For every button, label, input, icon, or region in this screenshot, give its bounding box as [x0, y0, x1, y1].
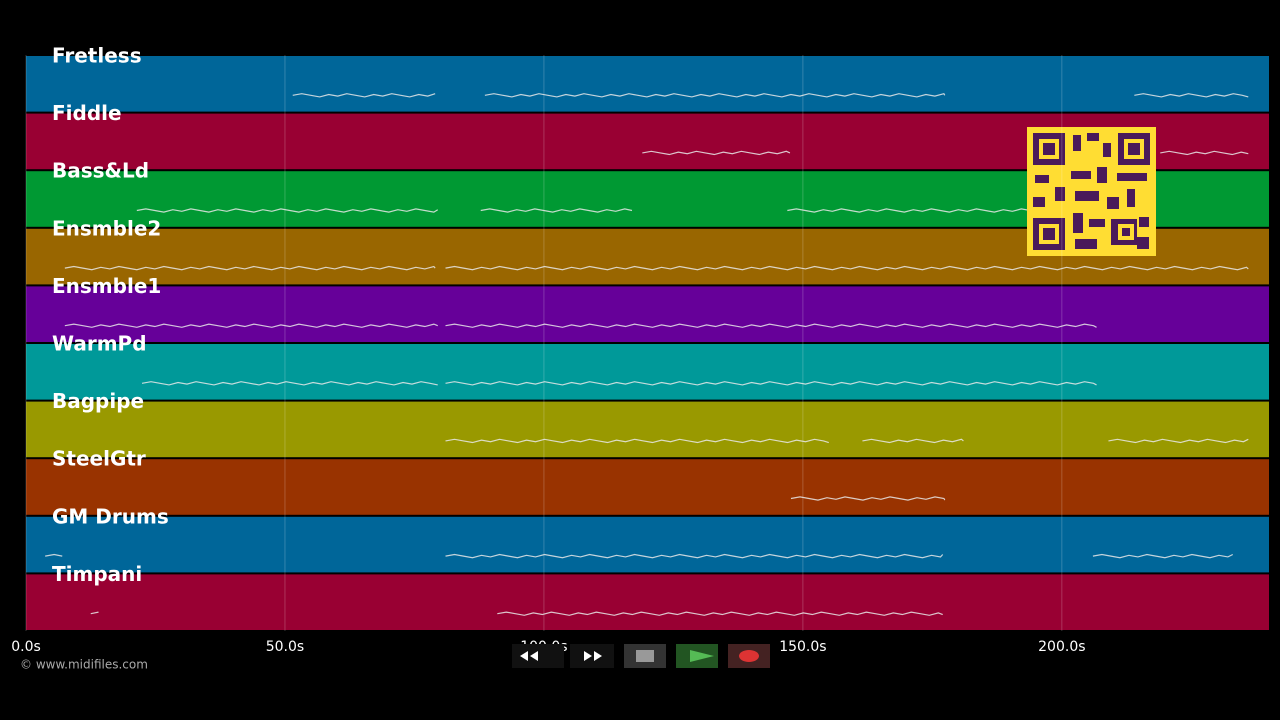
track-name: Fretless: [52, 44, 142, 68]
lane: [26, 401, 1269, 458]
x-tick-label: 50.0s: [266, 639, 304, 655]
note-run: [480, 208, 633, 213]
note-run: [787, 208, 1032, 213]
labels: Fretless Fiddle Bass&Ld Ensmble2 Ensmble1 War…: [52, 44, 169, 586]
note-run: [292, 93, 436, 98]
x-tick-label: 0.0s: [11, 639, 41, 655]
track-name: Bass&Ld: [52, 159, 149, 183]
x-tick-label: 150.0s: [779, 639, 826, 655]
track-name: WarmPd: [52, 332, 147, 356]
note-run: [64, 265, 436, 271]
note-run: [64, 323, 438, 328]
note-run: [445, 553, 944, 559]
note-run: [90, 611, 99, 615]
note-run: [445, 265, 1249, 271]
credit: © www.midifiles.com: [20, 658, 148, 672]
note-run: [642, 150, 791, 156]
track-name: GM Drums: [52, 504, 169, 528]
note-run: [45, 553, 63, 557]
note-run: [790, 496, 946, 501]
note-run: [484, 93, 946, 98]
note-run: [445, 438, 829, 444]
note-run: [141, 381, 438, 386]
x-tick-label: 200.0s: [1038, 639, 1085, 655]
track-name: SteelGtr: [52, 447, 146, 471]
track-name: Ensmble2: [52, 216, 161, 240]
qr-code: [1027, 127, 1156, 256]
lane: [26, 574, 1269, 630]
note-run: [445, 381, 1097, 386]
notes: [45, 93, 1249, 616]
lane: [26, 286, 1269, 342]
lane: [26, 459, 1269, 515]
transport-controls: [512, 644, 770, 668]
track-name: Bagpipe: [52, 389, 144, 413]
note-run: [497, 611, 943, 616]
lane: [26, 56, 1269, 112]
note-run: [862, 438, 964, 444]
note-run: [1160, 150, 1249, 156]
note-run: [1108, 438, 1249, 444]
note-run: [445, 323, 1097, 328]
note-run: [1134, 93, 1249, 98]
track-name: Timpani: [52, 562, 142, 586]
lane: [26, 344, 1269, 400]
track-name: Fiddle: [52, 101, 122, 125]
note-run: [1092, 553, 1234, 559]
track-name: Ensmble1: [52, 274, 161, 298]
lane: [26, 516, 1269, 573]
note-run: [136, 208, 439, 213]
